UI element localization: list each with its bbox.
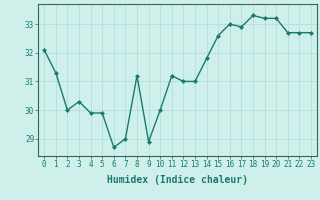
X-axis label: Humidex (Indice chaleur): Humidex (Indice chaleur) [107, 175, 248, 185]
